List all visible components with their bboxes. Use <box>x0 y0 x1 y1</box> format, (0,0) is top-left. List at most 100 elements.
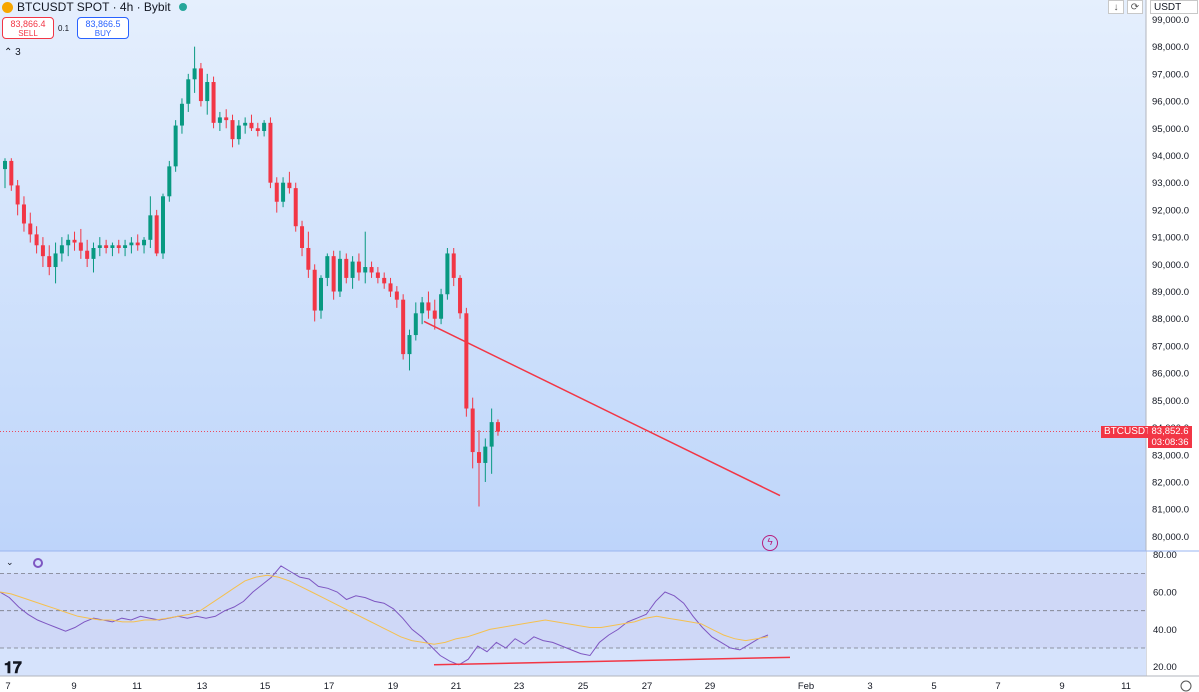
x-tick-label: 5 <box>931 681 936 692</box>
rsi-collapse-chevron-icon[interactable]: ⌄ <box>6 557 14 567</box>
candle-body <box>142 239 147 246</box>
candle-body <box>148 215 153 240</box>
candle-body <box>28 223 33 235</box>
buy-button[interactable]: 83,866.5 BUY <box>77 17 129 39</box>
candle-body <box>78 242 83 251</box>
candle-body <box>451 253 456 278</box>
candle-body <box>312 269 317 311</box>
y-tick-label: 96,000.0 <box>1152 97 1189 108</box>
candle-body <box>293 188 298 227</box>
last-price-value: 83,852.6 <box>1151 426 1189 437</box>
candle-body <box>483 446 488 463</box>
rsi-tick-label: 60.00 <box>1153 588 1177 599</box>
indicator-count: 3 <box>15 47 21 58</box>
currency-label: USDT <box>1154 2 1182 13</box>
y-tick-label: 81,000.0 <box>1152 505 1189 516</box>
candle-body <box>439 294 444 319</box>
x-tick-label: Feb <box>798 681 814 692</box>
chart-header: BTCUSDT SPOT · 4h · Bybit <box>0 0 187 14</box>
refresh-icon[interactable]: ⟳ <box>1127 0 1143 14</box>
candle-body <box>47 256 52 268</box>
candle-body <box>154 215 159 254</box>
candle-body <box>369 267 374 273</box>
candle-body <box>407 335 412 355</box>
x-tick-label: 3 <box>867 681 872 692</box>
candle-body <box>413 313 418 336</box>
chart-title: BTCUSDT SPOT · 4h · Bybit <box>17 0 171 14</box>
x-tick-label: 21 <box>451 681 462 692</box>
candle-body <box>337 258 342 292</box>
candle-body <box>40 245 45 257</box>
x-tick-label: 7 <box>995 681 1000 692</box>
candle-body <box>489 422 494 447</box>
y-tick-label: 86,000.0 <box>1152 369 1189 380</box>
candle-body <box>495 422 500 432</box>
tradingview-logo-icon: 𝟏𝟕 <box>4 660 22 677</box>
x-tick-label: 9 <box>1059 681 1064 692</box>
candle-body <box>458 277 463 314</box>
candle-body <box>9 160 14 186</box>
candle-body <box>464 313 469 409</box>
candle-body <box>274 182 279 202</box>
sell-label: SELL <box>18 29 38 38</box>
y-tick-label: 93,000.0 <box>1152 178 1189 189</box>
candle-body <box>325 256 330 278</box>
x-tick-label: 23 <box>514 681 525 692</box>
candle-body <box>3 160 7 170</box>
candle-body <box>135 242 140 246</box>
rsi-tick-label: 20.00 <box>1153 662 1177 673</box>
candle-body <box>300 226 305 248</box>
candle-body <box>161 196 165 254</box>
candle-body <box>179 103 184 126</box>
last-price-badge: 83,852.6 03:08:36 <box>1148 426 1192 448</box>
y-tick-label: 82,000.0 <box>1152 477 1189 488</box>
candle-body <box>15 185 20 205</box>
rsi-line <box>0 565 769 666</box>
x-tick-label: 29 <box>705 681 716 692</box>
x-axis-bg <box>0 676 1199 692</box>
y-tick-label: 94,000.0 <box>1152 151 1189 162</box>
settings-icon <box>1180 680 1192 692</box>
candle-body <box>224 117 229 121</box>
x-tick-label: 19 <box>388 681 399 692</box>
candle-body <box>477 452 481 463</box>
candle-body <box>426 302 431 311</box>
candle-body <box>167 166 172 197</box>
candle-body <box>34 234 39 246</box>
candle-body <box>363 267 368 273</box>
candle-body <box>331 256 336 292</box>
y-tick-label: 95,000.0 <box>1152 124 1189 135</box>
candle-body <box>356 261 361 273</box>
candle-body <box>236 125 241 140</box>
candle-body <box>249 122 254 129</box>
indicators-toggle[interactable]: ⌃ 3 <box>4 47 21 58</box>
candle-body <box>262 122 267 131</box>
market-status-icon[interactable] <box>178 3 187 11</box>
candle-body <box>394 291 399 300</box>
x-tick-label: 25 <box>578 681 589 692</box>
download-icon[interactable]: ↓ <box>1108 0 1124 14</box>
candle-body <box>401 299 406 355</box>
candle-body <box>230 120 235 140</box>
x-tick-label: 11 <box>132 681 142 692</box>
rsi-settings-icon[interactable] <box>33 558 43 568</box>
candle-body <box>129 242 134 246</box>
candle-body <box>110 245 115 248</box>
x-tick-label: 11 <box>1121 681 1131 692</box>
y-tick-label: 89,000.0 <box>1152 287 1189 298</box>
currency-selector[interactable]: USDT <box>1150 0 1198 14</box>
lightning-icon[interactable]: ϟ <box>762 535 778 551</box>
buy-label: BUY <box>94 29 112 38</box>
candle-body <box>287 182 292 189</box>
countdown-value: 03:08:36 <box>1151 437 1189 448</box>
x-tick-label: 13 <box>197 681 208 692</box>
candle-body <box>198 68 203 102</box>
candle-body <box>104 245 109 248</box>
candle-body <box>243 122 248 126</box>
candle-body <box>59 245 64 254</box>
sell-button[interactable]: 83,866.4 SELL <box>2 17 54 39</box>
y-tick-label: 98,000.0 <box>1152 42 1189 53</box>
spread-value: 0.1 <box>58 24 70 33</box>
candle-body <box>470 408 475 453</box>
